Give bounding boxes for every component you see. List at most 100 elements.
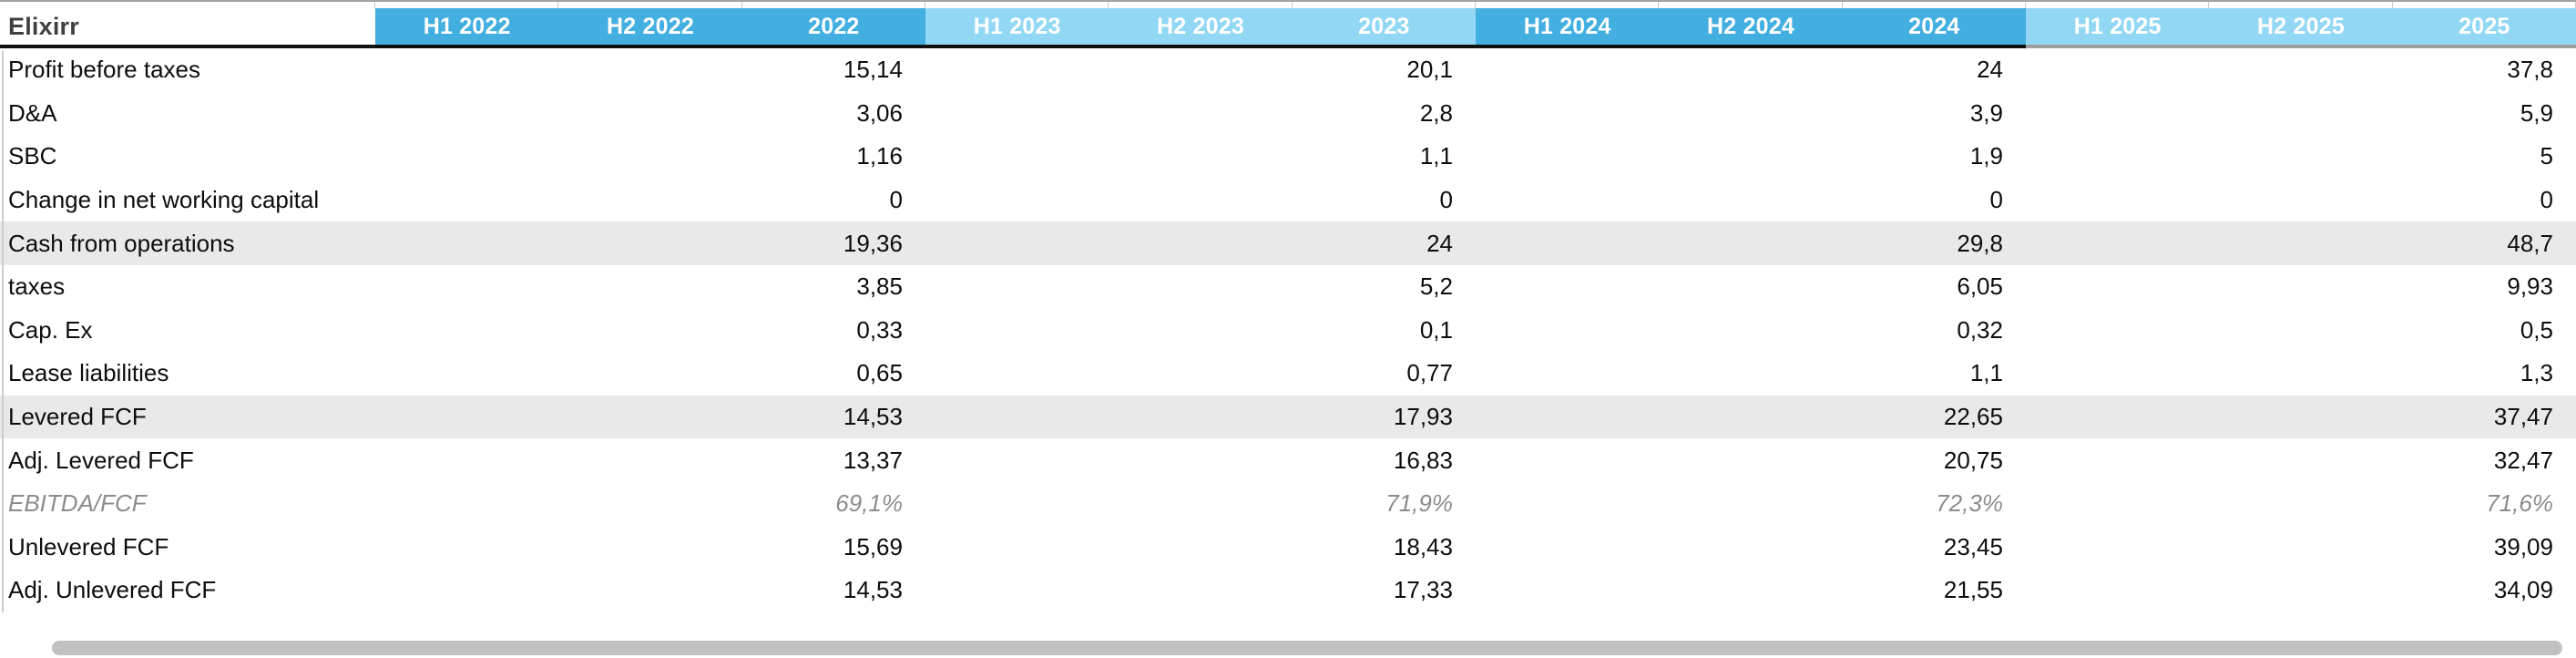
value-cell-2025[interactable]: 1,3 [2520,359,2553,387]
value-cell-h2-2022[interactable] [558,482,741,526]
value-cell-2023[interactable]: 0,77 [1406,359,1453,387]
value-cell-h2-2022[interactable] [558,526,741,570]
value-cell-h1-2023[interactable] [925,179,1109,222]
value-cell-h2-2022[interactable] [558,221,742,265]
value-cell-2023[interactable]: 16,83 [1393,446,1453,474]
row-label-cell[interactable]: Levered FCF [0,395,375,439]
value-cell-2024[interactable]: 3,9 [1969,98,2003,127]
value-cell-2025[interactable]: 48,7 [2392,221,2576,265]
value-cell-h2-2023[interactable] [1109,482,1292,526]
value-cell-h2-2023[interactable] [1109,309,1292,353]
value-cell-h1-2025[interactable] [2026,569,2209,612]
value-cell-2023[interactable]: 5,2 [1419,272,1453,301]
value-cell-h1-2022[interactable] [375,309,558,353]
value-cell-2022[interactable]: 15,14 [843,56,903,84]
value-cell-h1-2023[interactable] [925,395,1109,439]
value-cell-h2-2023[interactable] [1109,135,1292,179]
value-cell-h1-2025[interactable] [2026,179,2209,222]
value-cell-h1-2024[interactable] [1476,309,1659,353]
value-cell-h2-2022[interactable] [558,48,741,92]
value-cell-h1-2024[interactable] [1476,135,1659,179]
value-cell-h2-2022[interactable] [558,92,741,136]
value-cell-2024[interactable]: 20,75 [1943,446,2003,474]
value-cell-h1-2025[interactable] [2026,352,2209,396]
value-cell-2025[interactable]: 37,47 [2392,395,2576,439]
value-cell-h1-2024[interactable] [1476,92,1659,136]
value-cell-2023[interactable]: 0,1 [1419,315,1453,344]
value-cell-h1-2022[interactable] [375,92,558,136]
value-cell-h2-2024[interactable] [1659,179,1842,222]
value-cell-h2-2022[interactable] [558,395,742,439]
value-cell-2022[interactable]: 3,85 [856,272,903,301]
value-cell-h2-2023[interactable] [1109,265,1292,309]
value-cell-2023[interactable]: 1,1 [1419,142,1453,170]
value-cell-h1-2024[interactable] [1476,352,1659,396]
value-cell-h1-2022[interactable] [375,221,559,265]
value-cell-h2-2023[interactable] [1109,526,1292,570]
value-cell-h1-2025[interactable] [2026,135,2209,179]
value-cell-h2-2023[interactable] [1109,92,1292,136]
value-cell-2025[interactable]: 37,8 [2507,56,2553,84]
value-cell-h2-2025[interactable] [2209,352,2392,396]
value-cell-h2-2023[interactable] [1109,438,1292,482]
value-cell-h1-2022[interactable] [375,395,559,439]
value-cell-2022[interactable]: 0,65 [856,359,903,387]
value-cell-h1-2022[interactable] [375,569,558,612]
row-label-cell[interactable]: D&A [8,98,57,127]
value-cell-h2-2023[interactable] [1109,179,1292,222]
value-cell-2022[interactable]: 1,16 [856,142,903,170]
value-cell-2023[interactable]: 20,1 [1406,56,1453,84]
row-label-cell[interactable]: Cap. Ex [8,315,93,344]
value-cell-h2-2024[interactable] [1659,135,1842,179]
value-cell-h1-2022[interactable] [375,265,558,309]
value-cell-h1-2023[interactable] [925,526,1109,570]
value-cell-2025[interactable]: 5,9 [2520,98,2553,127]
value-cell-2024[interactable]: 21,55 [1943,576,2003,604]
header-cell-h1-2023[interactable]: H1 2023 [925,8,1109,48]
value-cell-2022[interactable]: 69,1% [835,489,903,518]
value-cell-h1-2023[interactable] [925,438,1109,482]
value-cell-2024[interactable]: 0 [1989,186,2003,214]
value-cell-h1-2024[interactable] [1476,179,1659,222]
value-cell-h2-2025[interactable] [2209,438,2392,482]
header-cell-2023[interactable]: 2023 [1292,8,1476,48]
value-cell-2025[interactable]: 0,5 [2520,315,2553,344]
value-cell-h2-2025[interactable] [2209,526,2392,570]
value-cell-h1-2022[interactable] [375,482,558,526]
row-label-cell[interactable]: Cash from operations [0,221,375,265]
value-cell-h1-2023[interactable] [925,352,1109,396]
value-cell-2024[interactable]: 1,1 [1969,359,2003,387]
value-cell-h1-2025[interactable] [2026,265,2209,309]
value-cell-h1-2022[interactable] [375,352,558,396]
value-cell-h2-2024[interactable] [1659,569,1842,612]
value-cell-h1-2024[interactable] [1476,265,1659,309]
value-cell-h2-2024[interactable] [1659,92,1842,136]
value-cell-2023[interactable]: 71,9% [1385,489,1453,518]
value-cell-h2-2022[interactable] [558,265,741,309]
row-label-cell[interactable]: Adj. Levered FCF [8,446,194,474]
value-cell-2024[interactable]: 1,9 [1969,142,2003,170]
value-cell-2023[interactable]: 18,43 [1393,532,1453,560]
value-cell-h2-2022[interactable] [558,438,741,482]
value-cell-2024[interactable]: 24 [1977,56,2003,84]
value-cell-h1-2025[interactable] [2025,221,2210,265]
value-cell-h1-2024[interactable] [1476,569,1659,612]
value-cell-h1-2024[interactable] [1475,395,1660,439]
value-cell-2024[interactable]: 22,65 [1842,395,2026,439]
value-cell-h1-2023[interactable] [925,48,1109,92]
value-cell-2024[interactable]: 6,05 [1957,272,2003,301]
value-cell-h2-2024[interactable] [1659,265,1842,309]
value-cell-2022[interactable]: 14,53 [741,395,925,439]
value-cell-h1-2023[interactable] [925,221,1109,265]
value-cell-h1-2025[interactable] [2026,482,2209,526]
value-cell-2025[interactable]: 71,6% [2486,489,2553,518]
value-cell-2022[interactable]: 0 [889,186,903,214]
value-cell-h1-2023[interactable] [925,92,1109,136]
value-cell-2025[interactable]: 9,93 [2507,272,2553,301]
value-cell-h2-2024[interactable] [1659,395,1843,439]
header-cell-h2-2022[interactable]: H2 2022 [558,8,742,48]
row-label-cell[interactable]: Lease liabilities [8,359,169,387]
row-label-cell[interactable]: Adj. Unlevered FCF [8,576,217,604]
header-cell-h1-2024[interactable]: H1 2024 [1475,8,1660,48]
value-cell-h2-2025[interactable] [2209,92,2392,136]
